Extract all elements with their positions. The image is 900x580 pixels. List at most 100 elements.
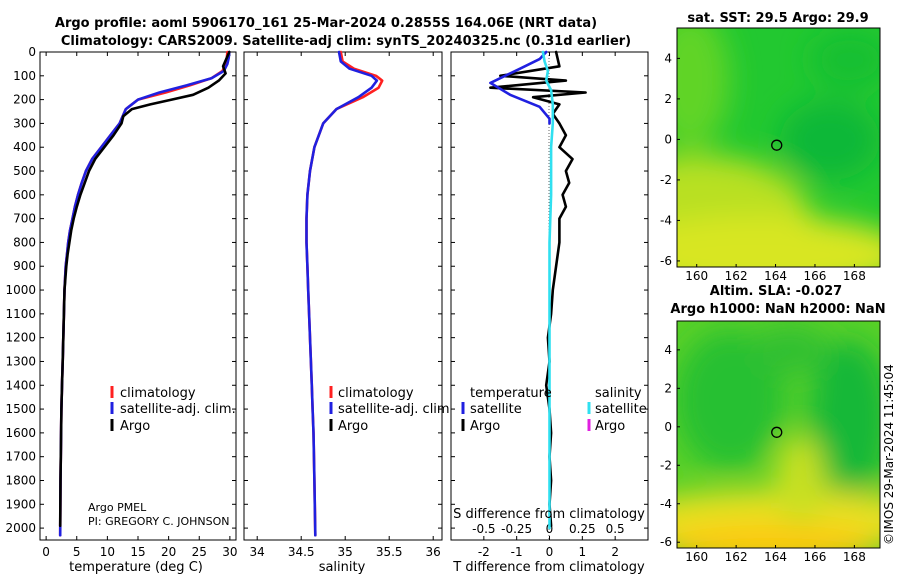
map-x-tick-label: 168 [843,550,866,564]
map-x-tick-label: 160 [685,550,708,564]
sla-map-frame [676,320,881,549]
temperature-panel: 0100200300400500600700800900100011001200… [5,45,237,575]
sla-map: 160 162 164 166 168 -6 -4 -2 0 2 4 [660,320,881,564]
y-tick-label: 100 [13,69,36,83]
pi-note-line1: Argo PMEL [88,501,147,514]
y-tick-label: 1000 [5,283,36,297]
x-tick-label: 35.5 [376,545,403,559]
series-satellite-adj-clim- [305,50,379,537]
sst-map: 160 162 164 166 168 -6 -4 -2 0 2 4 [660,27,881,283]
map-x-tick-label: 164 [764,269,787,283]
map-y-tick-label: -6 [660,535,672,549]
x-tick-label: -2 [478,545,490,559]
map-y-tick-label: -6 [660,254,672,268]
y-tick-label: 1700 [5,450,36,464]
legend-argo-label: Argo [338,419,368,434]
series-salinity-satellite [541,50,555,530]
x-tick-label: 1 [579,545,587,559]
salinity-axes-frame [243,51,443,541]
map-x-tick-label: 168 [843,269,866,283]
sla-argo-location-marker [771,426,783,438]
y-tick-label: 1800 [5,473,36,487]
x-tick-label: 10 [100,545,115,559]
y-tick-label: 800 [13,235,36,249]
series-temperature-satellite [489,50,551,125]
sla-map-title-line2: Argo h1000: NaN h2000: NaN [670,302,885,317]
y-tick-label: 1200 [5,331,36,345]
legend-climatology-label: climatology [338,386,414,401]
temperature-legend: climatology satellite-adj. clim. Argo [110,386,236,434]
x-tick-label: 2 [611,545,619,559]
x-tick-label: -1 [511,545,523,559]
y-tick-label: 1600 [5,426,36,440]
sst-map-field [677,28,880,267]
y-tick-label: 700 [13,212,36,226]
s-difference-label: S difference from climatology [453,507,645,522]
sst-map-frame [676,27,881,268]
x-tick-label: 15 [130,545,145,559]
map-x-tick-label: 162 [725,269,748,283]
legend-temp-argo-label: Argo [470,419,500,434]
main-title-line1: Argo profile: aoml 5906170_161 25-Mar-20… [55,16,597,31]
legend-satellite-adj-label: satellite-adj. clim. [120,402,236,417]
sla-map-title-line1: Altim. SLA: -0.027 [710,284,842,299]
x-tick-label: 20 [161,545,176,559]
sla-map-field [677,321,880,548]
main-title-line2: Climatology: CARS2009. Satellite-adj cli… [61,34,631,49]
legend-temperature-header: temperature [470,386,552,401]
map-y-tick-label: 0 [664,132,672,146]
legend-salinity-header: salinity [595,386,642,401]
y-tick-label: 0 [28,45,36,59]
map-y-tick-label: -4 [660,213,672,227]
x-tick-label: 5 [73,545,81,559]
s-tick-label: 0.5 [606,522,625,536]
t-difference-xlabel: T difference from climatology [452,560,645,575]
x-tick-label: 36 [426,545,441,559]
map-y-tick-label: -2 [660,173,672,187]
map-x-tick-label: 166 [804,269,827,283]
x-tick-label: 0 [546,545,554,559]
sst-argo-location-marker [771,139,783,151]
map-y-tick-label: 4 [664,343,672,357]
pi-note-line2: PI: GREGORY C. JOHNSON [88,515,229,528]
y-tick-label: 600 [13,188,36,202]
map-y-tick-label: 0 [664,420,672,434]
x-tick-label: 34 [250,545,265,559]
salinity-panel: 34 34.5 35 35.5 36 salinity climatology sate… [243,50,454,575]
salinity-legend: climatology satellite-adj. clim. Argo [329,386,454,434]
map-y-tick-label: -2 [660,458,672,472]
legend-sal-satellite-label: satellite [595,402,647,417]
legend-temp-satellite-label: satellite [470,402,522,417]
map-x-tick-label: 162 [725,550,748,564]
map-y-tick-label: -4 [660,497,672,511]
y-tick-label: 500 [13,164,36,178]
x-tick-label: 0 [42,545,50,559]
x-tick-label: 25 [192,545,207,559]
sst-map-title: sat. SST: 29.5 Argo: 29.9 [687,11,868,26]
map-x-tick-label: 166 [804,550,827,564]
y-tick-label: 1300 [5,354,36,368]
map-x-tick-label: 164 [764,550,787,564]
map-x-tick-label: 160 [685,269,708,283]
y-tick-label: 1500 [5,402,36,416]
temperature-xlabel: temperature (deg C) [69,560,203,575]
y-tick-label: 1400 [5,378,36,392]
difference-legend: temperature salinity satellite Argo sate… [461,386,647,434]
y-tick-label: 300 [13,116,36,130]
y-tick-label: 1100 [5,307,36,321]
temperature-axes-frame [39,51,237,541]
y-tick-label: 1900 [5,497,36,511]
s-tick-label: -0.25 [501,522,532,536]
map-y-tick-label: 2 [664,381,672,395]
legend-satellite-adj-label: satellite-adj. clim. [338,402,454,417]
legend-climatology-label: climatology [120,386,196,401]
y-tick-label: 900 [13,259,36,273]
series-argo [58,50,231,528]
imos-credit: ©IMOS 29-Mar-2024 11:45:04 [882,364,896,545]
s-tick-label: 0.25 [569,522,596,536]
salinity-xlabel: salinity [319,560,366,575]
legend-argo-label: Argo [120,419,150,434]
x-tick-label: 30 [222,545,237,559]
y-tick-label: 200 [13,93,36,107]
